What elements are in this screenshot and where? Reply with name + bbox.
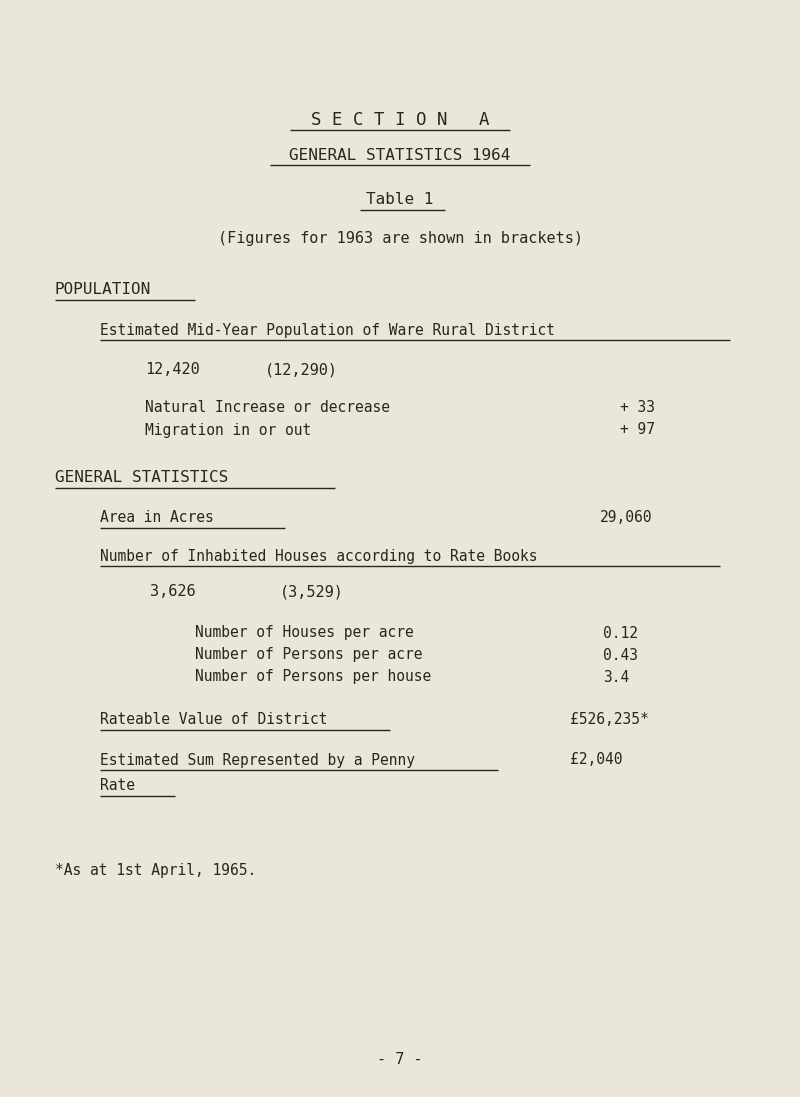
Text: GENERAL STATISTICS: GENERAL STATISTICS [55, 471, 228, 486]
Text: £2,040: £2,040 [570, 753, 622, 768]
Text: Natural Increase or decrease: Natural Increase or decrease [145, 399, 390, 415]
Text: Number of Persons per house: Number of Persons per house [195, 669, 431, 685]
Text: Migration in or out: Migration in or out [145, 422, 311, 438]
Text: GENERAL STATISTICS 1964: GENERAL STATISTICS 1964 [290, 147, 510, 162]
Text: - 7 -: - 7 - [377, 1052, 423, 1067]
Text: (3,529): (3,529) [280, 585, 344, 599]
Text: + 97: + 97 [620, 422, 655, 438]
Text: Estimated Sum Represented by a Penny: Estimated Sum Represented by a Penny [100, 753, 415, 768]
Text: (Figures for 1963 are shown in brackets): (Figures for 1963 are shown in brackets) [218, 230, 582, 246]
Text: Number of Persons per acre: Number of Persons per acre [195, 647, 422, 663]
Text: 12,420: 12,420 [145, 362, 200, 377]
Text: Table 1: Table 1 [366, 192, 434, 207]
Text: Estimated Mid-Year Population of Ware Rural District: Estimated Mid-Year Population of Ware Ru… [100, 323, 555, 338]
Text: 3.4: 3.4 [603, 669, 630, 685]
Text: £526,235*: £526,235* [570, 712, 649, 727]
Text: Rateable Value of District: Rateable Value of District [100, 712, 327, 727]
Text: POPULATION: POPULATION [55, 283, 151, 297]
Text: S E C T I O N   A: S E C T I O N A [310, 111, 490, 129]
Text: 3,626: 3,626 [150, 585, 196, 599]
Text: 0.43: 0.43 [603, 647, 638, 663]
Text: 29,060: 29,060 [600, 510, 653, 525]
Text: 0.12: 0.12 [603, 625, 638, 641]
Text: Number of Houses per acre: Number of Houses per acre [195, 625, 414, 641]
Text: Area in Acres: Area in Acres [100, 510, 214, 525]
Text: Number of Inhabited Houses according to Rate Books: Number of Inhabited Houses according to … [100, 548, 538, 564]
Text: + 33: + 33 [620, 399, 655, 415]
Text: (12,290): (12,290) [265, 362, 338, 377]
Text: Rate: Rate [100, 779, 135, 793]
Text: *As at 1st April, 1965.: *As at 1st April, 1965. [55, 862, 256, 878]
